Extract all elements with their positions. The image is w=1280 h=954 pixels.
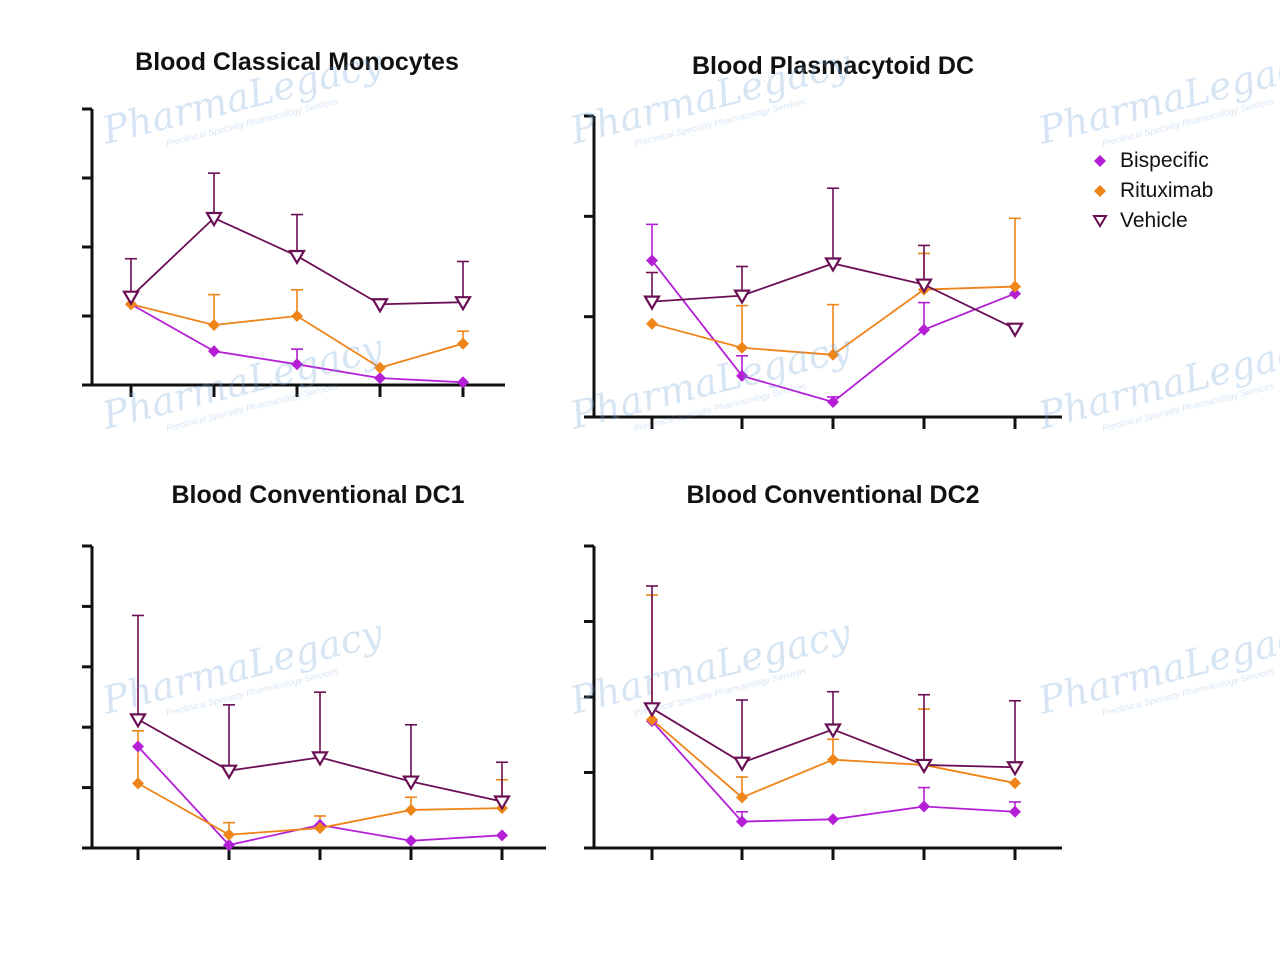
- legend-item-bispecific: Bispecific: [1088, 146, 1213, 176]
- data-point-vehicle: [371, 298, 389, 314]
- data-point-rituximab: [405, 803, 417, 816]
- data-point-rituximab: [1009, 777, 1021, 790]
- data-point-bispecific: [827, 395, 839, 408]
- data-point-bispecific: [1009, 805, 1021, 818]
- data-point-rituximab: [291, 310, 303, 322]
- data-point-rituximab: [374, 361, 386, 374]
- legend-label: Vehicle: [1120, 209, 1188, 232]
- data-point-vehicle: [129, 713, 147, 729]
- data-point-rituximab: [736, 341, 748, 354]
- data-point-bispecific: [208, 345, 220, 358]
- data-point-vehicle: [205, 211, 223, 228]
- data-point-rituximab: [208, 318, 220, 331]
- data-point-vehicle: [1006, 761, 1024, 777]
- data-point-vehicle: [454, 296, 472, 312]
- data-point-vehicle: [122, 290, 140, 306]
- diamond-icon: [1088, 184, 1112, 198]
- legend-label: Bispecific: [1120, 149, 1209, 172]
- chart-title-classical-monocytes: Blood Classical Monocytes: [135, 48, 459, 76]
- data-point-rituximab: [646, 317, 658, 330]
- data-point-rituximab: [223, 828, 235, 841]
- data-point-bispecific: [132, 740, 144, 753]
- data-point-bispecific: [405, 834, 417, 847]
- chart-panel-1: [82, 107, 505, 397]
- legend-item-rituximab: Rituximab: [1088, 176, 1213, 206]
- chart-panel-3: [82, 544, 546, 860]
- data-point-rituximab: [646, 713, 658, 726]
- legend: Bispecific Rituximab Vehicle: [1088, 146, 1213, 236]
- data-point-bispecific: [736, 369, 748, 382]
- data-point-bispecific: [496, 829, 508, 842]
- data-point-vehicle: [1006, 322, 1024, 338]
- data-point-vehicle: [733, 289, 751, 305]
- data-point-vehicle: [643, 295, 661, 311]
- chart-title-conventional-dc2: Blood Conventional DC2: [686, 481, 980, 509]
- data-point-rituximab: [736, 791, 748, 804]
- data-point-bispecific: [223, 838, 235, 851]
- data-point-bispecific: [291, 358, 303, 371]
- data-point-vehicle: [311, 751, 329, 767]
- data-point-vehicle: [643, 702, 661, 718]
- data-point-bispecific: [736, 815, 748, 828]
- data-point-bispecific: [457, 376, 469, 389]
- data-point-vehicle: [402, 775, 420, 791]
- chart-panel-2: [584, 114, 1062, 429]
- legend-label: Rituximab: [1120, 179, 1214, 202]
- data-point-vehicle: [824, 257, 842, 273]
- diamond-icon: [1088, 154, 1112, 168]
- data-point-bispecific: [827, 813, 839, 826]
- data-point-rituximab: [132, 777, 144, 790]
- triangle-down-icon: [1088, 214, 1112, 228]
- data-point-rituximab: [827, 348, 839, 361]
- data-point-rituximab: [827, 753, 839, 766]
- data-point-bispecific: [1009, 287, 1021, 300]
- data-point-vehicle: [288, 249, 306, 266]
- chart-title-plasmacytoid-dc: Blood Plasmacytoid DC: [692, 52, 974, 80]
- data-point-bispecific: [918, 800, 930, 813]
- data-point-vehicle: [915, 758, 933, 775]
- data-point-vehicle: [915, 278, 933, 294]
- data-point-bispecific: [918, 323, 930, 336]
- chart-title-conventional-dc1: Blood Conventional DC1: [171, 481, 465, 509]
- data-point-bispecific: [374, 372, 386, 385]
- chart-panel-4: [584, 544, 1062, 860]
- data-point-vehicle: [733, 756, 751, 772]
- data-point-bispecific: [646, 254, 658, 267]
- data-point-rituximab: [314, 822, 326, 835]
- data-point-rituximab: [1009, 280, 1021, 293]
- data-point-vehicle: [220, 764, 238, 780]
- data-point-vehicle: [493, 795, 511, 811]
- legend-item-vehicle: Vehicle: [1088, 206, 1213, 236]
- data-point-vehicle: [824, 723, 842, 739]
- data-point-rituximab: [457, 337, 469, 350]
